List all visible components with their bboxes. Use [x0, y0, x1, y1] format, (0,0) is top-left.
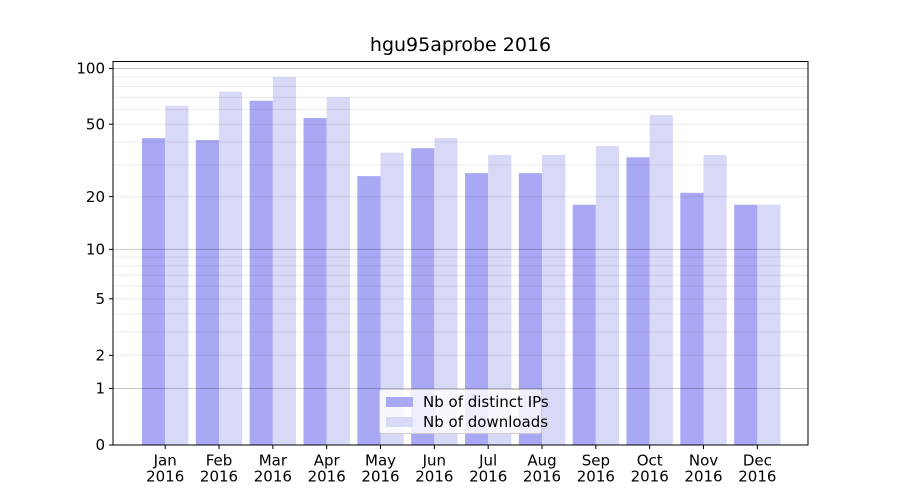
legend-label-distinct-ips: Nb of distinct IPs	[423, 392, 549, 411]
bar-nb-of-downloads-nov	[703, 154, 727, 445]
x-tick-label-month-may: May	[365, 452, 396, 470]
x-tick-label-year-nov: 2016	[684, 468, 722, 486]
y-tick-label-20: 20	[86, 188, 105, 206]
bar-nb-of-distinct-ips-dec	[734, 204, 758, 445]
x-tick-label-month-dec: Dec	[743, 452, 772, 470]
bar-nb-of-downloads-aug	[542, 154, 566, 445]
x-tick-label-month-apr: Apr	[314, 452, 341, 470]
x-tick-label-year-feb: 2016	[200, 468, 238, 486]
x-tick-label-year-may: 2016	[361, 468, 399, 486]
bar-nb-of-downloads-sep	[595, 146, 620, 446]
x-tick-label-month-mar: Mar	[259, 452, 288, 470]
chart-title: hgu95aprobe 2016	[369, 34, 552, 56]
bar-nb-of-distinct-ips-apr	[303, 118, 327, 446]
y-tick-label-50: 50	[86, 115, 105, 133]
x-tick-label-month-aug: Aug	[527, 452, 556, 470]
y-tick-label-5: 5	[95, 290, 105, 308]
bar-nb-of-downloads-feb	[219, 91, 243, 446]
bar-nb-of-downloads-jan	[165, 105, 189, 446]
y-tick-label-10: 10	[86, 241, 105, 259]
bar-nb-of-distinct-ips-jun	[411, 148, 435, 445]
y-tick-label-100: 100	[76, 60, 105, 78]
x-tick-label-month-jun: Jun	[422, 452, 446, 470]
bar-nb-of-distinct-ips-may	[357, 176, 381, 445]
bar-nb-of-distinct-ips-nov	[680, 192, 704, 445]
x-tick-label-month-jul: Jul	[478, 452, 497, 470]
x-tick-label-year-jul: 2016	[469, 468, 507, 486]
bar-nb-of-distinct-ips-aug	[518, 173, 543, 445]
x-tick-label-year-mar: 2016	[254, 468, 292, 486]
bar-nb-of-downloads-dec	[757, 204, 781, 445]
bar-nb-of-distinct-ips-jan	[142, 138, 166, 446]
x-tick-label-month-jan: Jan	[153, 452, 177, 470]
x-tick-label-year-dec: 2016	[738, 468, 776, 486]
y-tick-label-2: 2	[95, 347, 105, 365]
x-tick-label-year-apr: 2016	[308, 468, 346, 486]
legend-swatch-distinct-ips	[386, 396, 413, 407]
y-tick-label-0: 0	[95, 436, 105, 454]
legend-item-distinct-ips: Nb of distinct IPs	[386, 394, 549, 410]
bar-nb-of-downloads-oct	[649, 115, 673, 445]
legend: Nb of distinct IPs Nb of downloads	[379, 389, 549, 434]
bar-nb-of-downloads-jun	[434, 138, 458, 446]
bar-nb-of-distinct-ips-mar	[249, 100, 273, 446]
x-tick-label-year-oct: 2016	[631, 468, 669, 486]
x-tick-label-month-nov: Nov	[689, 452, 718, 470]
x-tick-label-year-jun: 2016	[415, 468, 453, 486]
x-tick-label-year-aug: 2016	[523, 468, 561, 486]
x-tick-label-year-jan: 2016	[146, 468, 184, 486]
bar-nb-of-distinct-ips-feb	[195, 140, 220, 446]
legend-item-downloads: Nb of downloads	[386, 414, 548, 430]
legend-swatch-downloads	[386, 416, 413, 427]
bar-nb-of-distinct-ips-jul	[464, 173, 489, 445]
bar-nb-of-downloads-jul	[488, 154, 512, 445]
x-tick-label-month-sep: Sep	[582, 452, 610, 470]
bar-nb-of-distinct-ips-oct	[626, 157, 650, 445]
legend-label-downloads: Nb of downloads	[423, 412, 549, 431]
x-tick-label-month-feb: Feb	[206, 452, 233, 470]
bar-nb-of-downloads-may	[380, 152, 404, 445]
x-tick-label-year-sep: 2016	[577, 468, 615, 486]
bar-nb-of-distinct-ips-sep	[572, 204, 596, 445]
bar-nb-of-downloads-apr	[326, 97, 350, 446]
x-tick-label-month-oct: Oct	[637, 452, 663, 470]
bar-nb-of-downloads-mar	[272, 76, 297, 445]
y-tick-label-1: 1	[95, 380, 105, 398]
plot-spines	[112, 61, 809, 446]
